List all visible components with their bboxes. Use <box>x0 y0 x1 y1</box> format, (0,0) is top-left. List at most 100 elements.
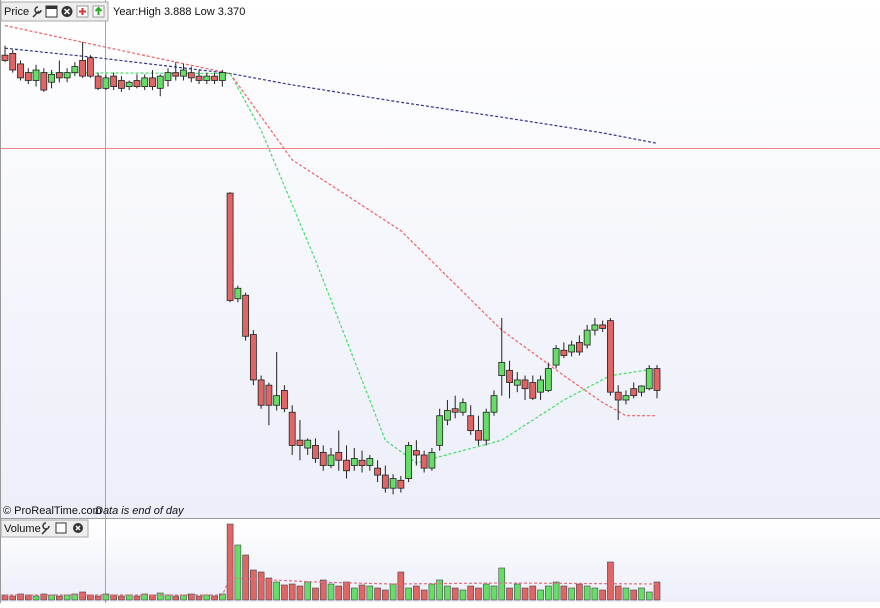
candle-down <box>521 379 529 390</box>
data-note: Data is end of day <box>95 505 185 517</box>
candle-up <box>304 439 312 449</box>
volume-bar <box>281 584 288 601</box>
volume-bar <box>242 554 249 601</box>
candle-up <box>273 395 281 406</box>
volume-label: Volume <box>4 523 41 535</box>
candle-down <box>1 54 9 61</box>
volume-bar <box>156 592 164 601</box>
candle-up <box>350 458 358 466</box>
candle-up <box>428 451 436 469</box>
volume-bar <box>319 579 327 601</box>
settings-icon[interactable] <box>32 6 42 18</box>
volume-bar <box>133 595 141 601</box>
volume-bar <box>164 594 172 601</box>
volume-bar <box>195 595 203 601</box>
volume-bar <box>475 587 482 601</box>
volume-bar <box>17 593 24 601</box>
candle-up <box>164 72 172 81</box>
candle-up <box>405 445 413 479</box>
volume-bar <box>545 585 552 601</box>
candle-up <box>498 362 506 376</box>
volume-bar <box>9 595 17 601</box>
candle-up <box>366 458 374 466</box>
candle-down <box>265 384 273 406</box>
volume-bar <box>420 589 428 601</box>
candle-down <box>86 57 94 77</box>
volume-bar <box>335 585 343 601</box>
candle-down <box>451 408 459 413</box>
volume-bar <box>327 583 335 601</box>
volume-bar <box>187 593 195 601</box>
candle-up <box>48 73 55 83</box>
volume-bar <box>490 585 498 601</box>
volume-bar <box>273 581 280 601</box>
candle-down <box>475 430 482 441</box>
volume-bar <box>71 593 79 601</box>
candle-down <box>319 451 327 466</box>
candle-up <box>234 287 242 300</box>
volume-bar <box>653 581 661 601</box>
candle-up <box>389 478 397 489</box>
volume-bar <box>79 591 86 601</box>
volume-bar <box>250 569 257 601</box>
volume-bar <box>180 594 187 601</box>
volume-bar <box>110 594 117 601</box>
volume-bar <box>451 587 459 601</box>
candle-down <box>288 411 296 446</box>
candle-down <box>249 334 257 381</box>
volume-icons[interactable] <box>41 522 83 535</box>
candle-down <box>335 451 343 461</box>
candle-down <box>149 77 156 88</box>
candle-down <box>55 72 63 79</box>
candle-up <box>459 402 467 413</box>
volume-bar <box>614 585 622 601</box>
candle-up <box>102 77 110 89</box>
header-icons[interactable] <box>32 5 105 18</box>
volume-bar <box>296 585 304 601</box>
candle-up <box>645 368 653 390</box>
candle-up <box>482 411 490 441</box>
volume-bar <box>591 587 599 601</box>
candle-down <box>94 75 102 89</box>
copyright: © ProRealTime.com <box>3 505 102 517</box>
candle-up <box>583 329 591 346</box>
volume-bar <box>389 583 397 601</box>
candle-up <box>490 395 498 413</box>
candle-down <box>24 72 32 81</box>
candle-down <box>630 388 638 397</box>
volume-bar <box>288 583 296 601</box>
candle-up <box>622 395 630 401</box>
plot <box>1 24 661 601</box>
candle-down <box>560 349 568 356</box>
candle-down <box>281 390 288 410</box>
candle-up <box>32 69 40 81</box>
candle-down <box>172 72 180 77</box>
volume-bar <box>350 587 358 601</box>
volume-bar <box>102 593 110 601</box>
volume-bar <box>149 594 156 601</box>
candle-up <box>125 81 133 88</box>
volume-bar <box>1 594 9 601</box>
add-plus <box>79 8 86 15</box>
volume-bar <box>374 587 381 601</box>
volume-bar <box>444 585 451 601</box>
volume-bar <box>482 583 490 601</box>
volume-bar <box>529 585 537 601</box>
candle-down <box>575 341 583 353</box>
settings-icon[interactable] <box>41 522 50 535</box>
volume-bar <box>172 595 180 601</box>
candle-up <box>141 77 149 88</box>
candle-down <box>17 63 24 79</box>
candle-down <box>40 72 48 91</box>
volume-bar <box>366 585 374 601</box>
candle-down <box>257 379 265 406</box>
candle-down <box>79 60 87 77</box>
volume-bar <box>234 544 242 601</box>
volume-bar <box>498 567 506 601</box>
window-icon[interactable] <box>55 522 67 534</box>
moving-average <box>20 72 658 464</box>
candle-down <box>133 80 141 88</box>
up-arrow <box>94 6 103 15</box>
volume-bar <box>141 593 149 601</box>
candle-down <box>312 445 319 459</box>
